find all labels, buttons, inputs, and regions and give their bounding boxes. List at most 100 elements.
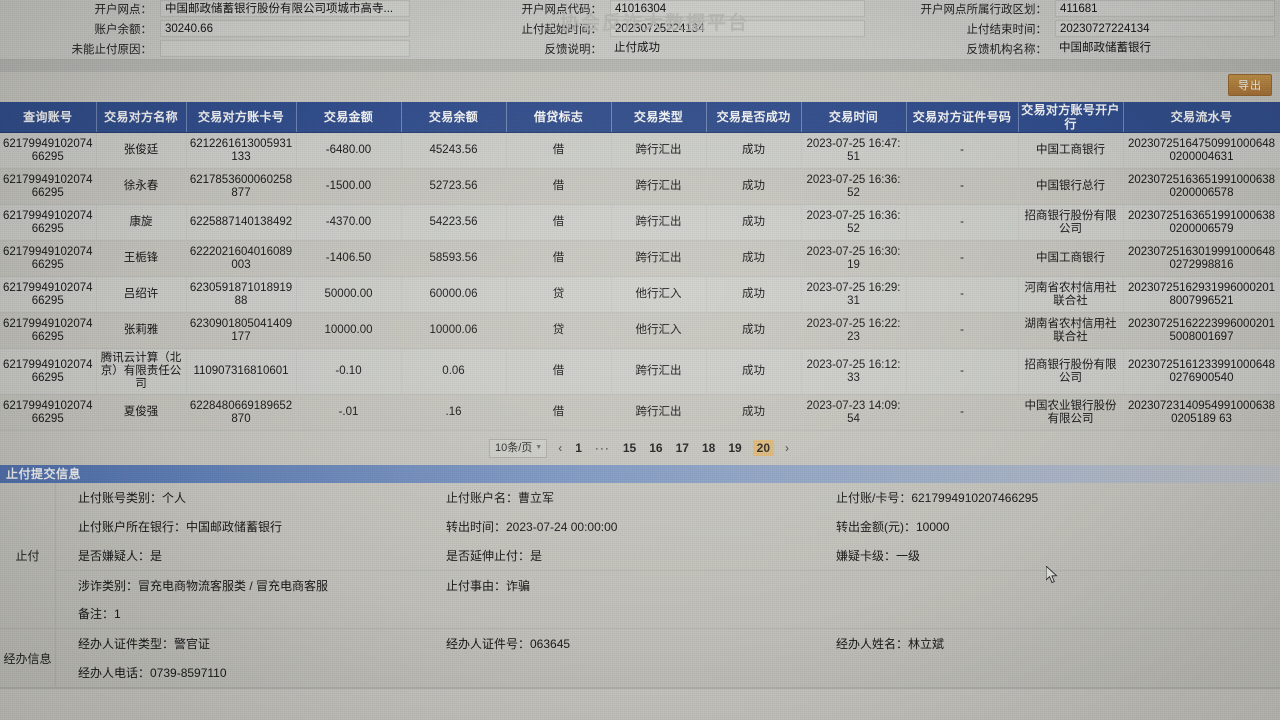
col-counterparty-name[interactable]: 交易对方名称 <box>96 102 187 133</box>
cell-query-account: 6217994910207466295 <box>0 240 97 277</box>
field-label-branch-code: 开户网点代码： <box>521 4 603 16</box>
cell-success: 成功 <box>706 240 802 277</box>
pagination-next[interactable]: › <box>785 441 790 455</box>
cell-success: 成功 <box>706 394 802 431</box>
cell-serial: 202307251622239960002015008001697 <box>1123 312 1280 349</box>
pagination-page-17[interactable]: 17 <box>675 441 689 455</box>
pagination-page-15[interactable]: 15 <box>622 441 637 455</box>
pagination-page-current[interactable]: 20 <box>752 440 775 456</box>
detail-row: 涉诈类别：冒充电商物流客服类 / 冒充电商客服 止付事由：诈骗 <box>56 570 1280 599</box>
handler-block: 经办信息 经办人证件类型：警官证 经办人证件号：063645 经办人姓名：林立斌… <box>0 629 1280 688</box>
col-balance[interactable]: 交易余额 <box>401 102 507 133</box>
cell-dc-flag: 借 <box>506 394 612 431</box>
field-label-balance: 账户余额： <box>94 24 153 36</box>
col-serial[interactable]: 交易流水号 <box>1123 102 1280 133</box>
cell-counterparty-bank: 招商银行股份有限公司 <box>1018 348 1124 395</box>
cell-balance: 52723.56 <box>401 168 507 205</box>
fraud-category: 涉诈类别：冒充电商物流客服类 / 冒充电商客服 <box>78 578 329 593</box>
table-row[interactable]: 6217994910207466295 康旋 6225887140138492 … <box>0 204 1280 241</box>
cell-serial: 202307251630199910006480272998816 <box>1123 240 1280 277</box>
cell-trade-time: 2023-07-25 16:36:52 <box>801 168 907 205</box>
field-label-stop-start-time: 止付起始时间： <box>521 24 603 36</box>
table-row[interactable]: 6217994910207466295 张俊廷 6212261613005931… <box>0 132 1280 169</box>
table-row[interactable]: 6217994910207466295 夏俊强 6228480669189652… <box>0 394 1280 431</box>
cell-query-account: 6217994910207466295 <box>0 168 97 205</box>
pagination-ellipsis: ··· <box>594 441 610 455</box>
table-row[interactable]: 6217994910207466295 徐永春 6217853600060258… <box>0 168 1280 205</box>
table-toolbar: 导出 <box>0 72 1280 102</box>
cell-counterparty-name: 张莉雅 <box>96 312 187 349</box>
pagination: 10条/页 ▼ ‹ 1 ··· 15 16 17 18 19 20 › <box>0 431 1280 465</box>
cell-trade-time: 2023-07-25 16:30:19 <box>801 240 907 277</box>
cell-query-account: 6217994910207466295 <box>0 312 97 349</box>
form-row: 账户余额： 30240.66 止付起始时间： 20230725224134 止付… <box>0 20 1280 40</box>
cell-dc-flag: 借 <box>506 348 612 395</box>
cell-dc-flag: 借 <box>506 168 612 205</box>
handler-id-type: 经办人证件类型：警官证 <box>78 637 211 651</box>
col-trade-time[interactable]: 交易时间 <box>801 102 907 133</box>
cell-trade-time: 2023-07-23 14:09:54 <box>801 394 907 431</box>
cell-trade-time: 2023-07-25 16:36:52 <box>801 204 907 241</box>
cell-counterparty-name: 张俊廷 <box>96 132 187 169</box>
col-dc-flag[interactable]: 借贷标志 <box>506 102 612 133</box>
field-label-feedback-org: 反馈机构名称： <box>966 44 1048 56</box>
field-value-branch[interactable]: 中国邮政储蓄银行股份有限公司项城市高寺... <box>160 0 410 17</box>
cell-counterparty-card: 6222021604016089003 <box>186 240 297 277</box>
pagination-page-16[interactable]: 16 <box>649 441 663 455</box>
cell-balance: 60000.06 <box>401 276 507 313</box>
cell-counterparty-id: - <box>906 204 1019 241</box>
pagination-page-19[interactable]: 19 <box>728 441 742 455</box>
field-value-branch-region[interactable]: 411681 <box>1055 0 1275 17</box>
cell-amount: 50000.00 <box>296 276 402 313</box>
stop-account-bank: 止付账户所在银行：中国邮政储蓄银行 <box>78 520 283 534</box>
pagination-prev[interactable]: ‹ <box>558 441 563 455</box>
field-value-stop-end-time[interactable]: 20230727224134 <box>1055 20 1275 37</box>
handler-phone: 经办人电话：0739-8597110 <box>78 666 227 680</box>
account-info-panel: 协会反诈大数据平台 开户网点： 中国邮政储蓄银行股份有限公司项城市高寺... 开… <box>0 0 1280 60</box>
cell-dc-flag: 借 <box>506 132 612 169</box>
cell-amount: -0.10 <box>296 348 402 395</box>
col-counterparty-card[interactable]: 交易对方账卡号 <box>186 102 297 133</box>
field-value-balance[interactable]: 30240.66 <box>160 20 410 37</box>
table-row[interactable]: 6217994910207466295 吕绍许 6230591871018919… <box>0 276 1280 313</box>
field-value-branch-code[interactable]: 41016304 <box>610 0 865 17</box>
page-size-select[interactable]: 10条/页 ▼ <box>488 438 548 458</box>
cell-trade-time: 2023-07-25 16:22:23 <box>801 312 907 349</box>
cell-counterparty-name: 康旋 <box>96 204 187 241</box>
chevron-down-icon: ▼ <box>535 444 543 451</box>
cell-amount: -.01 <box>296 394 402 431</box>
field-value-fail-reason[interactable] <box>160 40 410 57</box>
col-trade-type[interactable]: 交易类型 <box>611 102 707 133</box>
col-success[interactable]: 交易是否成功 <box>706 102 802 133</box>
cell-query-account: 6217994910207466295 <box>0 132 97 169</box>
export-button[interactable]: 导出 <box>1228 74 1272 96</box>
col-counterparty-bank[interactable]: 交易对方账号开户行 <box>1018 102 1124 133</box>
pagination-page-1[interactable]: 1 <box>575 441 582 455</box>
cell-trade-type: 跨行汇出 <box>611 204 707 241</box>
cell-counterparty-id: - <box>906 348 1019 395</box>
cell-trade-time: 2023-07-25 16:29:31 <box>801 276 907 313</box>
cell-balance: 10000.06 <box>401 312 507 349</box>
table-row[interactable]: 6217994910207466295 王栀锋 6222021604016089… <box>0 240 1280 277</box>
table-row[interactable]: 6217994910207466295 腾讯云计算（北京）有限责任公司 1109… <box>0 348 1280 395</box>
form-row: 开户网点： 中国邮政储蓄银行股份有限公司项城市高寺... 开户网点代码： 410… <box>0 0 1280 20</box>
cell-balance: .16 <box>401 394 507 431</box>
col-amount[interactable]: 交易金额 <box>296 102 402 133</box>
cell-serial: 202307251612339910006480276900540 <box>1123 348 1280 395</box>
cell-dc-flag: 借 <box>506 240 612 277</box>
transfer-out-amount: 转出金额(元)：10000 <box>836 520 950 534</box>
pagination-page-18[interactable]: 18 <box>701 441 716 455</box>
cell-counterparty-bank: 招商银行股份有限公司 <box>1018 204 1124 241</box>
cell-amount: 10000.00 <box>296 312 402 349</box>
table-row[interactable]: 6217994910207466295 张莉雅 6230901805041409… <box>0 312 1280 349</box>
page-size-label: 10条/页 <box>494 442 533 454</box>
cell-trade-type: 跨行汇出 <box>611 240 707 277</box>
col-counterparty-id[interactable]: 交易对方证件号码 <box>906 102 1019 133</box>
cell-trade-type: 跨行汇出 <box>611 348 707 395</box>
stop-account-name: 止付账户名：曹立军 <box>446 491 555 505</box>
col-query-account[interactable]: 查询账号 <box>0 102 97 133</box>
field-value-stop-start-time[interactable]: 20230725224134 <box>610 20 865 37</box>
cell-counterparty-name: 徐永春 <box>96 168 187 205</box>
stop-reason: 止付事由：诈骗 <box>446 578 531 593</box>
